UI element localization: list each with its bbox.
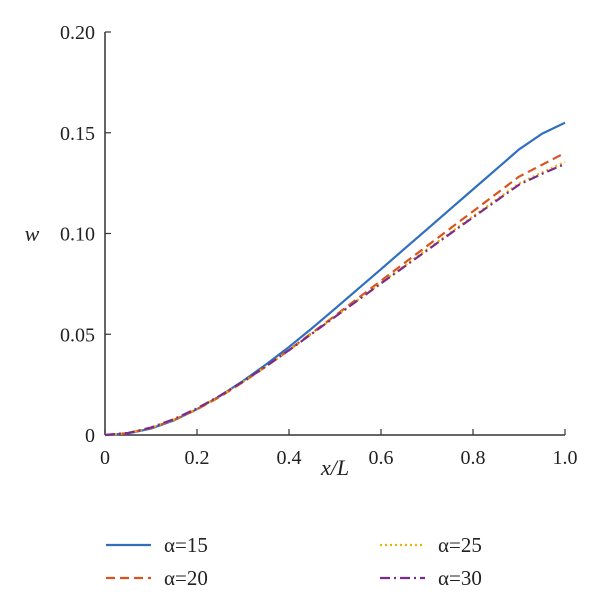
legend-label-2: α=20: [164, 566, 208, 590]
series-line-1: [104, 121, 566, 437]
x-tick-label: 0: [100, 447, 110, 469]
x-tick-label: 0.4: [277, 447, 302, 469]
series-line-2: [104, 151, 566, 437]
x-axis-label: x/L: [320, 455, 349, 480]
y-tick-label: 0.05: [60, 324, 95, 346]
series-line-3: [104, 160, 566, 437]
y-axis-label: w: [25, 221, 40, 246]
legend-label-1: α=15: [164, 533, 208, 557]
y-tick-label: 0.20: [60, 22, 95, 44]
x-tick-label: 1.0: [553, 447, 578, 469]
y-tick-label: 0: [85, 425, 95, 447]
y-tick-label: 0.15: [60, 123, 95, 145]
legend-label-4: α=30: [438, 566, 482, 590]
x-tick-label: 0.2: [185, 447, 210, 469]
series-group: [104, 121, 566, 437]
x-tick-label: 0.8: [461, 447, 486, 469]
x-tick-label: 0.6: [369, 447, 394, 469]
y-tick-label: 0.10: [60, 224, 95, 246]
legend: α=15 α=20 α=25 α=30: [106, 533, 482, 590]
axes: 0 0.2 0.4 0.6 0.8 1.0 0 0.05 0.10 0.15 0.20 x/L w: [25, 22, 578, 480]
legend-label-3: α=25: [438, 533, 482, 557]
series-line-4: [104, 162, 566, 437]
